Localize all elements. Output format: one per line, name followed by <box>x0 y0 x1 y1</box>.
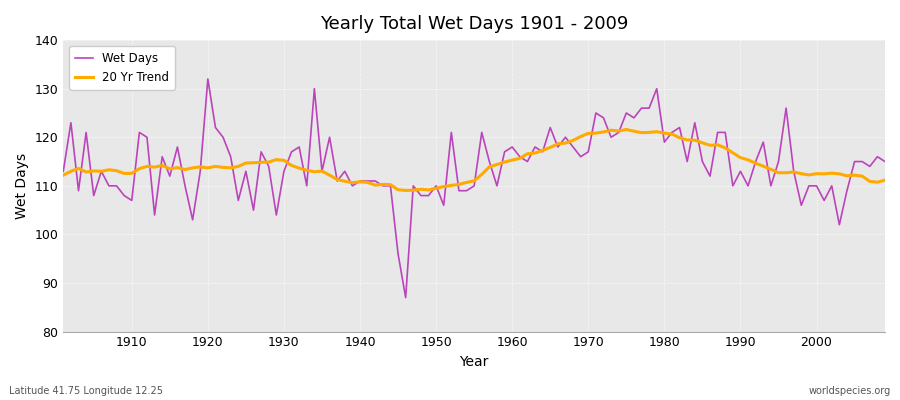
20 Yr Trend <box>515 156 526 161</box>
Wet Days <box>202 76 213 81</box>
20 Yr Trend <box>286 163 297 168</box>
Wet Days <box>879 159 890 164</box>
Wet Days <box>293 144 304 149</box>
20 Yr Trend <box>621 127 632 132</box>
Text: Latitude 41.75 Longitude 12.25: Latitude 41.75 Longitude 12.25 <box>9 386 163 396</box>
20 Yr Trend <box>58 173 68 178</box>
20 Yr Trend <box>119 171 130 176</box>
20 Yr Trend <box>879 178 890 182</box>
X-axis label: Year: Year <box>460 355 489 369</box>
Wet Days <box>119 193 130 198</box>
Text: worldspecies.org: worldspecies.org <box>809 386 891 396</box>
20 Yr Trend <box>400 188 411 193</box>
Line: 20 Yr Trend: 20 Yr Trend <box>63 130 885 190</box>
Y-axis label: Wet Days: Wet Days <box>15 153 29 219</box>
Wet Days <box>339 169 350 174</box>
20 Yr Trend <box>332 177 343 182</box>
Wet Days <box>613 130 624 135</box>
Line: Wet Days: Wet Days <box>63 79 885 298</box>
Wet Days <box>58 169 68 174</box>
Wet Days <box>400 295 411 300</box>
Title: Yearly Total Wet Days 1901 - 2009: Yearly Total Wet Days 1901 - 2009 <box>320 15 628 33</box>
20 Yr Trend <box>507 158 517 162</box>
Legend: Wet Days, 20 Yr Trend: Wet Days, 20 Yr Trend <box>69 46 176 90</box>
Wet Days <box>515 154 526 159</box>
Wet Days <box>522 159 533 164</box>
20 Yr Trend <box>606 128 616 133</box>
